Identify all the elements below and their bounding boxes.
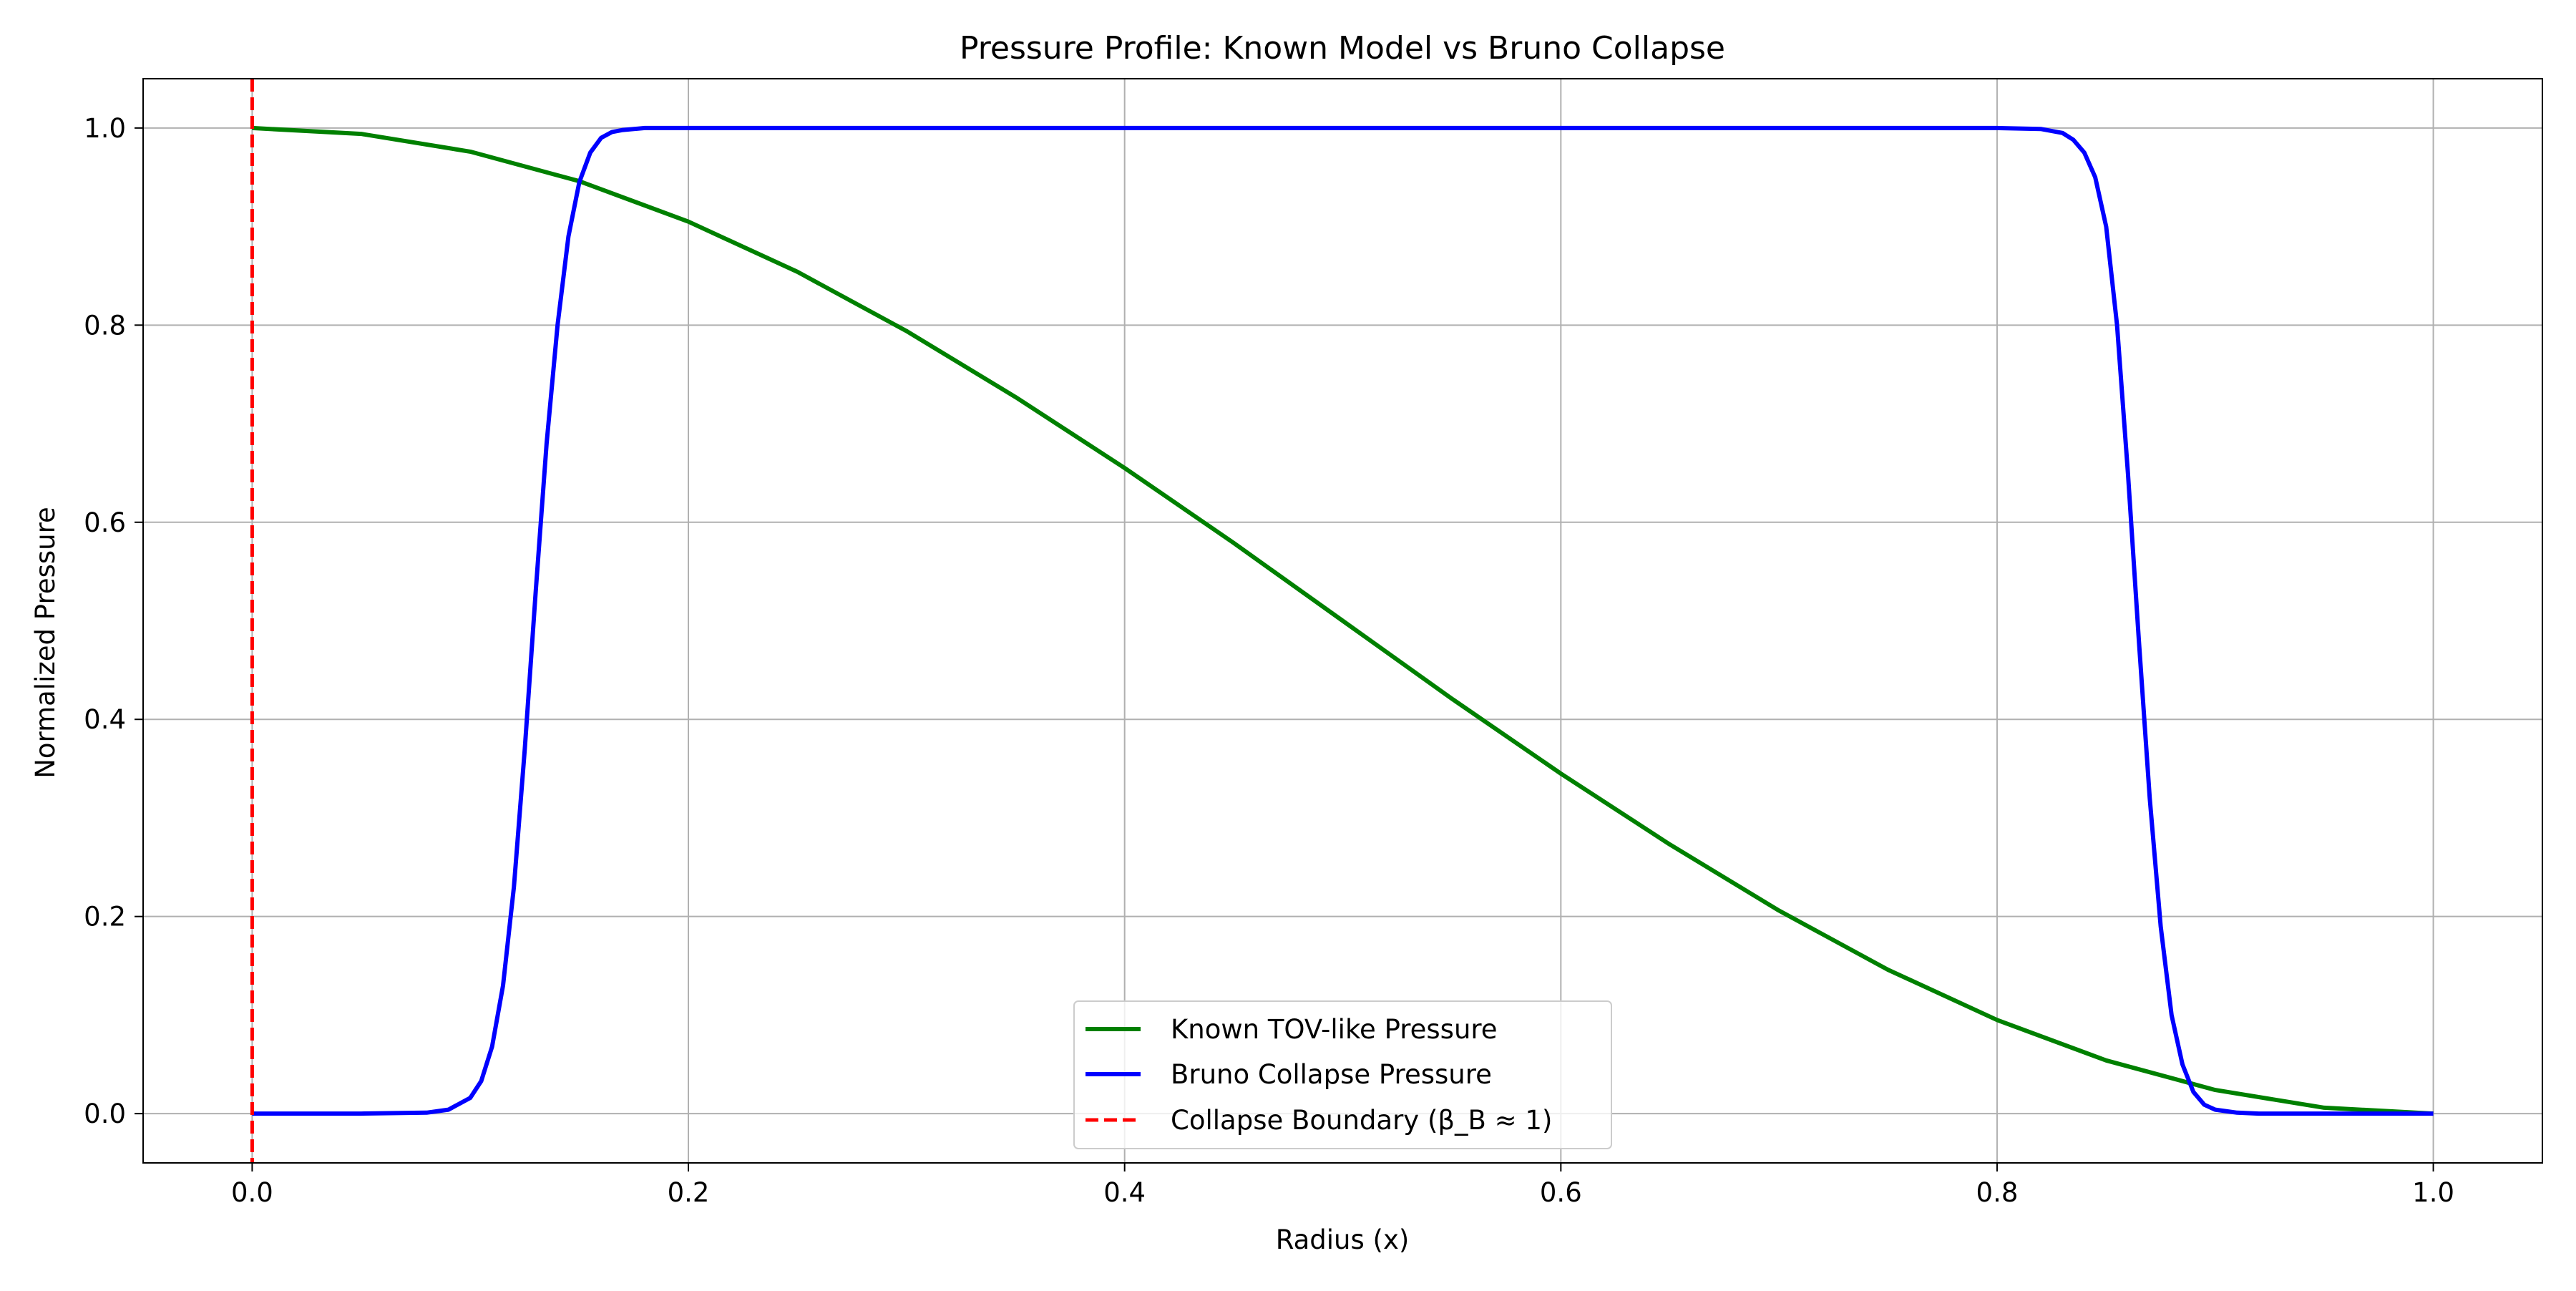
legend-entry-bruno-collapse-label: Bruno Collapse Pressure: [1171, 1059, 1492, 1090]
legend-box: [1073, 1000, 1612, 1149]
chart-title: Pressure Profile: Known Model vs Bruno C…: [960, 30, 1725, 67]
legend-entry-collapse-boundary-label: Collapse Boundary (β_B ≈ 1): [1171, 1105, 1552, 1136]
y-tick-label: 0.2: [84, 902, 126, 932]
x-tick-label: 0.0: [231, 1177, 273, 1208]
x-tick-label: 0.2: [668, 1177, 710, 1208]
x-axis-label: Radius (x): [1276, 1224, 1410, 1255]
legend: Known TOV-like Pressure Bruno Collapse Pr…: [1073, 1000, 1612, 1149]
y-tick-label: 0.6: [84, 507, 126, 538]
plot-area: [250, 79, 2434, 1163]
legend-entry-known-tov-label: Known TOV-like Pressure: [1171, 1014, 1498, 1045]
series-line-bruno-collapse-pressure: [252, 125, 2434, 1116]
grid: [143, 79, 2542, 1163]
y-tick-label: 1.0: [84, 113, 126, 144]
x-tick-label: 0.4: [1103, 1177, 1146, 1208]
y-axis-label: Normalized Pressure: [30, 507, 61, 779]
series-line-known-tov-pressure: [252, 125, 2434, 1116]
x-tick-label: 0.8: [1976, 1177, 2019, 1208]
y-tick-label: 0.8: [84, 310, 126, 341]
x-tick-label: 1.0: [2412, 1177, 2454, 1208]
y-tick-label: 0.0: [84, 1098, 126, 1129]
axes-frame: [142, 78, 2543, 1164]
x-tick-label: 0.6: [1540, 1177, 1582, 1208]
y-tick-label: 0.4: [84, 704, 126, 735]
axes: 0.0 0.2 0.4 0.6 0.8 1.0 0.0 0.2 0.4 0.6 0.8 1.0: [84, 78, 2543, 1208]
